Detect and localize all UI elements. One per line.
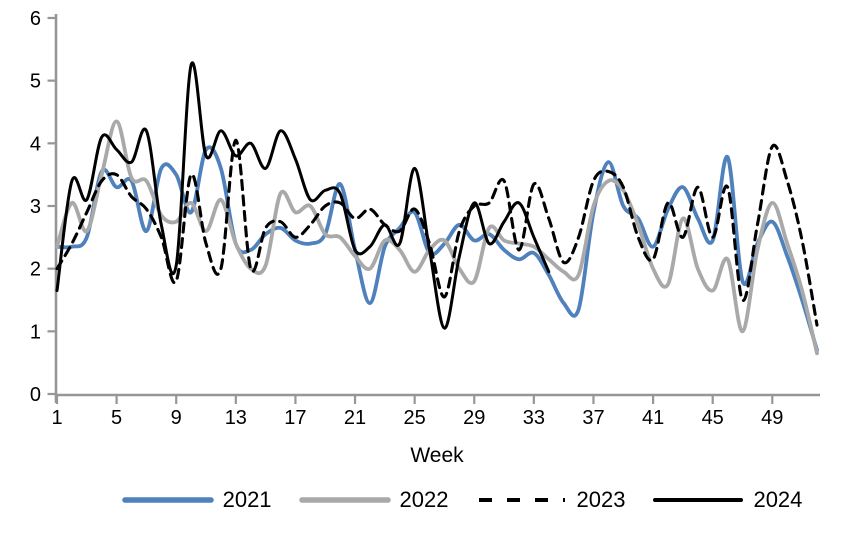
legend-item-2021: 2021 <box>121 487 272 512</box>
legend-item-2022: 2022 <box>298 487 449 512</box>
x-axis-label: Week <box>410 444 464 467</box>
series-line-2024 <box>55 61 551 330</box>
legend-label: 2023 <box>576 487 626 512</box>
legend-line-sample-2024 <box>653 498 744 502</box>
x-tick-label: 9 <box>171 407 182 429</box>
series-line-2022 <box>55 119 819 356</box>
x-tick-label: 25 <box>404 407 426 429</box>
x-tick-label: 29 <box>463 407 485 429</box>
legend: 2021 2022 2023 2024 <box>0 483 852 517</box>
x-tick-label: 21 <box>344 407 366 429</box>
x-tick-label: 45 <box>702 407 724 429</box>
legend-label: 2021 <box>222 487 272 512</box>
y-tick-label: 6 <box>30 8 41 30</box>
legend-line-sample-2023 <box>478 498 565 502</box>
y-tick-label: 2 <box>30 259 41 281</box>
legend-label: 2024 <box>753 487 803 512</box>
series-line-2021 <box>55 145 819 352</box>
plot-area <box>55 61 819 356</box>
y-tick-label: 4 <box>30 133 41 155</box>
y-tick-label: 3 <box>30 196 41 218</box>
legend-item-2023: 2023 <box>476 487 626 512</box>
x-tick-label: 33 <box>523 407 545 429</box>
legend-line-sample-2021 <box>121 497 214 503</box>
y-tick-label: 5 <box>30 71 41 93</box>
legend-label: 2022 <box>399 487 449 512</box>
series-line-2023 <box>55 138 819 327</box>
x-tick-label: 17 <box>284 407 306 429</box>
x-tick-label: 49 <box>761 407 783 429</box>
legend-line-sample-2022 <box>298 497 391 503</box>
x-tick-label: 5 <box>111 407 122 429</box>
x-tick-label: 37 <box>582 407 604 429</box>
x-tick-label: 41 <box>642 407 664 429</box>
y-tick-label: 1 <box>30 321 41 343</box>
y-tick-label: 0 <box>30 384 41 406</box>
x-tick-label: 1 <box>51 407 62 429</box>
legend-item-2024: 2024 <box>652 489 802 511</box>
x-tick-label: 13 <box>225 407 247 429</box>
